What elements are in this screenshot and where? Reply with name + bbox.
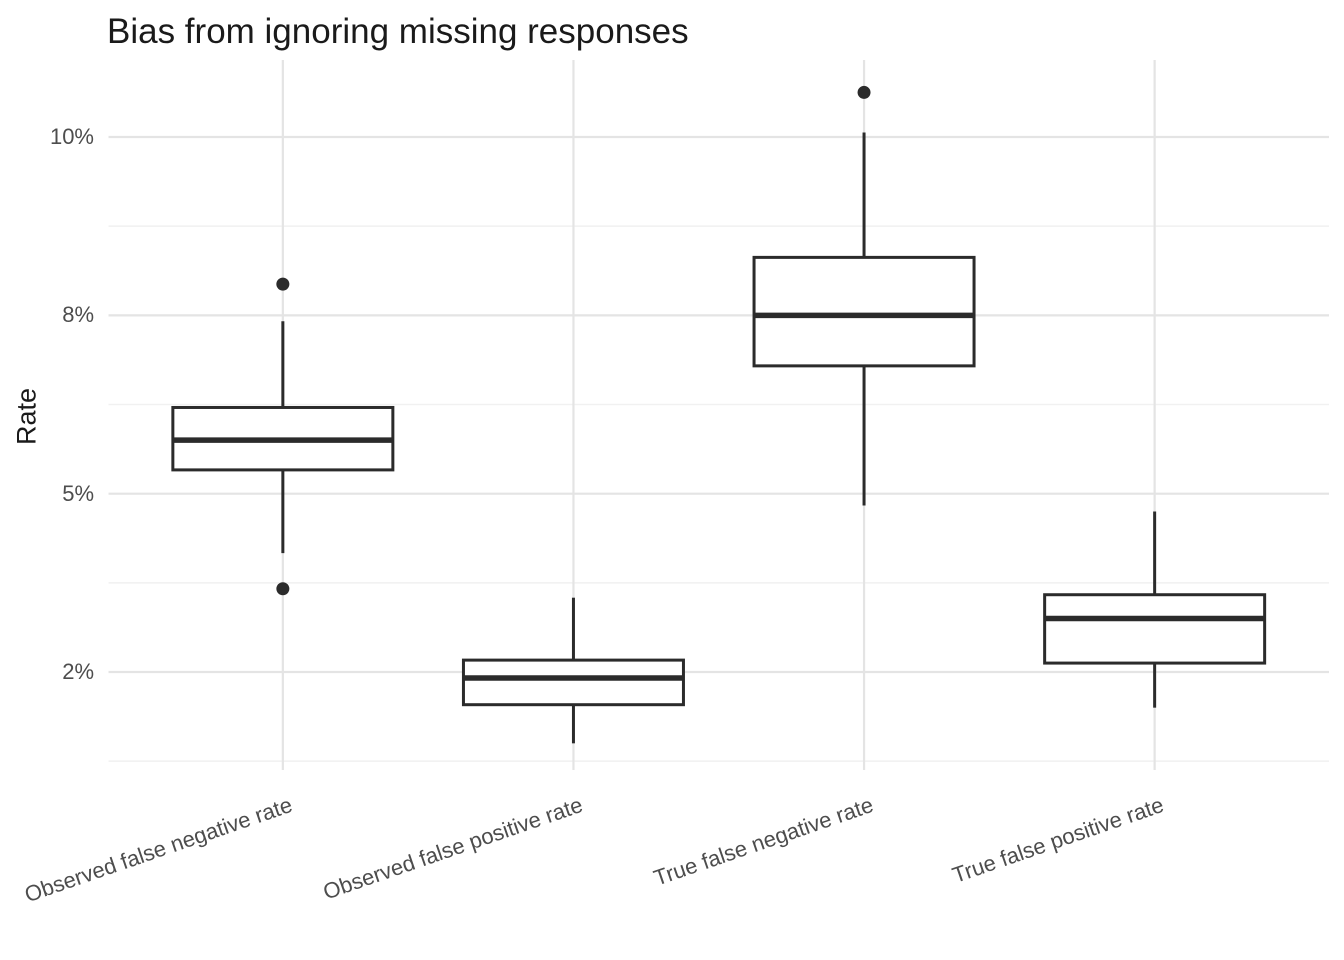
iqr-box: [1043, 593, 1267, 665]
y-axis-title: Rate: [11, 387, 42, 446]
outlier-point: [276, 582, 290, 596]
minor-gridlines: [108, 225, 1329, 762]
outlier-point: [276, 277, 290, 291]
y-tick-label: 2%: [62, 659, 94, 684]
boxplot-true-false-positive-rate: [1043, 511, 1267, 708]
boxplot-observed-false-negative-rate: [171, 277, 395, 596]
boxplot-true-false-negative-rate: [752, 85, 976, 506]
y-tick-label: 5%: [62, 480, 94, 506]
boxplots: [171, 85, 1267, 744]
major-gridlines: [108, 135, 1329, 674]
category-gridlines: [281, 60, 1156, 770]
iqr-box: [461, 658, 685, 707]
boxplot-observed-false-positive-rate: [461, 597, 685, 744]
chart-title: Bias from ignoring missing responses: [107, 12, 689, 51]
iqr-box: [752, 255, 976, 368]
y-tick-label: 10%: [49, 124, 94, 149]
y-tick-label: 8%: [62, 302, 94, 328]
outlier-point: [857, 85, 871, 99]
